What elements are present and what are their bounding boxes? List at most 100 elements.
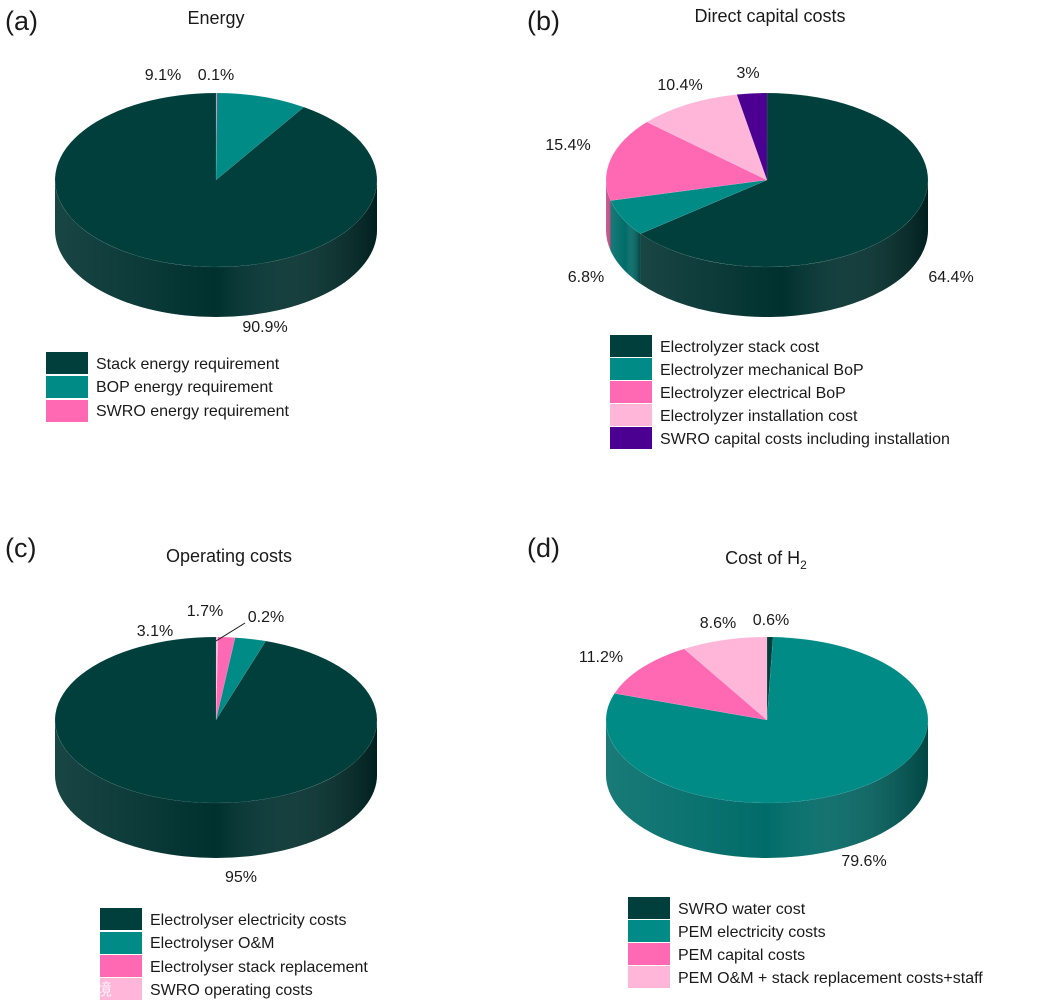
pie-side-walls	[606, 720, 928, 858]
pie-top-faces	[605, 636, 929, 804]
legend-label-installation-cost: Electrolyzer installation cost	[660, 408, 858, 425]
legend-label-mechanical-bop: Electrolyzer mechanical BoP	[660, 362, 864, 379]
slice-label-swro-operating: 0.2%	[248, 609, 284, 626]
watermark: 大数跨境	[25, 980, 112, 999]
panel-c: (c) Operating costs 95% 3.1% 1.7% 0.2% E…	[5, 533, 378, 1000]
pie-a	[54, 92, 378, 317]
legend-label-stack-cost: Electrolyzer stack cost	[660, 339, 820, 356]
panel-d: (d) Cost of H2 79.6% 11.2% 8.6% 0.6% SWR…	[527, 533, 983, 988]
watermark-text: 大数跨境	[48, 980, 112, 999]
legend-swatch-electricity-costs	[100, 908, 142, 930]
pie-top-faces	[605, 92, 929, 268]
slice-label-om: 3.1%	[137, 623, 173, 640]
slice-label-electrical-bop: 15.4%	[545, 137, 590, 154]
legend-c: Electrolyser electricity costs Electroly…	[100, 908, 368, 1000]
pie-slice-swro-capital-costs-including-installation	[736, 92, 768, 181]
legend-swatch-swro-operating	[100, 978, 142, 1000]
slice-label-stack-replacement: 1.7%	[187, 603, 223, 620]
legend-swatch-installation-cost	[610, 404, 652, 426]
slice-label-pem-om: 8.6%	[700, 615, 736, 632]
legend-label-stack-energy: Stack energy requirement	[96, 356, 280, 373]
legend-label-pem-capital: PEM capital costs	[678, 947, 805, 964]
pie-side-shade-electrolyser-electricity-costs	[55, 720, 377, 858]
pie-side-walls	[606, 180, 928, 317]
pie-side-shade-stack-energy-requirement	[55, 180, 377, 317]
panel-label-a: (a)	[5, 6, 38, 36]
pie-side-shade-pem-electricity-costs	[606, 720, 928, 858]
panel-label-c: (c)	[5, 533, 36, 563]
legend-swatch-swro-capital	[610, 427, 652, 449]
slice-label-electricity-costs: 95%	[225, 869, 257, 886]
pie-slice-electrolyser-stack-replacement	[215, 636, 236, 721]
slice-label-mechanical-bop: 6.8%	[568, 269, 604, 286]
pie-slice-electrolyzer-installation-cost	[646, 94, 768, 181]
slice-label-stack-cost: 64.4%	[928, 269, 973, 286]
legend-b: Electrolyzer stack cost Electrolyzer mec…	[610, 335, 950, 449]
legend-label-pem-electricity: PEM electricity costs	[678, 924, 826, 941]
legend-swatch-swro-energy	[46, 400, 88, 422]
chart-title-b: Direct capital costs	[694, 6, 845, 26]
chart-title-d-subscript: 2	[800, 558, 807, 572]
pie-b	[605, 92, 929, 317]
pie-slice-swro-operating-costs	[215, 636, 219, 721]
slice-label-bop-energy: 9.1%	[145, 67, 181, 84]
panel-b: (b) Direct capital costs 64.4% 6.8% 15.4…	[527, 6, 974, 449]
legend-swatch-stack-cost	[610, 335, 652, 357]
chart-title-c: Operating costs	[166, 546, 292, 566]
panel-label-b: (b)	[527, 6, 560, 36]
pie-c	[54, 636, 378, 858]
legend-swatch-om	[100, 932, 142, 954]
legend-swatch-electrical-bop	[610, 381, 652, 403]
slice-label-installation-cost: 10.4%	[657, 77, 702, 94]
legend-swatch-stack-energy	[46, 352, 88, 374]
chart-title-d-main: Cost of H	[725, 548, 800, 568]
legend-d: SWRO water cost PEM electricity costs PE…	[628, 897, 983, 988]
legend-label-swro-capital: SWRO capital costs including installatio…	[660, 431, 950, 448]
leader-line-swro-operating	[215, 622, 246, 642]
legend-label-om: Electrolyser O&M	[150, 935, 274, 952]
pie-side-walls	[55, 720, 377, 858]
pie-slice-electrolyzer-mechanical-bop	[610, 179, 768, 235]
panel-label-d: (d)	[527, 533, 560, 563]
pie-top-faces	[54, 636, 378, 804]
pie-slice-stack-energy-requirement	[54, 92, 378, 268]
pie-slice-pem-o-m-stack-replacement-costs-staff	[683, 636, 768, 721]
legend-swatch-stack-replacement	[100, 955, 142, 977]
legend-label-pem-om: PEM O&M + stack replacement costs+staff	[678, 970, 983, 987]
slice-label-swro-capital: 3%	[736, 65, 759, 82]
pie-side-shade-electrolyzer-stack-cost	[640, 180, 928, 317]
legend-label-swro-energy: SWRO energy requirement	[96, 403, 290, 420]
legend-label-swro-operating: SWRO operating costs	[150, 982, 313, 999]
pie-side-shade-electrolyzer-electrical-bop	[606, 180, 611, 251]
legend-a: Stack energy requirement BOP energy requ…	[46, 352, 290, 422]
legend-swatch-pem-om	[628, 966, 670, 988]
pie-top-faces	[54, 92, 378, 268]
slice-label-swro-energy: 0.1%	[198, 67, 234, 84]
legend-label-stack-replacement: Electrolyser stack replacement	[150, 959, 368, 976]
legend-swatch-mechanical-bop	[610, 358, 652, 380]
legend-label-bop-energy: BOP energy requirement	[96, 379, 273, 396]
slice-label-swro-water: 0.6%	[753, 612, 789, 629]
slice-label-pem-capital: 11.2%	[579, 649, 623, 666]
pie-slice-swro-water-cost	[766, 636, 774, 721]
slice-label-stack-energy: 90.9%	[242, 319, 287, 336]
pie-slice-electrolyzer-electrical-bop	[605, 121, 768, 201]
legend-label-electricity-costs: Electrolyser electricity costs	[150, 912, 347, 929]
legend-swatch-pem-electricity	[628, 920, 670, 942]
pie-slice-electrolyzer-stack-cost	[639, 92, 929, 268]
chart-title-a: Energy	[187, 8, 244, 28]
legend-swatch-bop-energy	[46, 376, 88, 398]
slice-label-pem-electricity: 79.6%	[841, 853, 886, 870]
pie-slice-pem-capital-costs	[614, 648, 768, 721]
legend-label-swro-water: SWRO water cost	[678, 901, 806, 918]
legend-swatch-swro-water	[628, 897, 670, 919]
chart-title-d: Cost of H2	[725, 548, 807, 572]
pie-side-walls	[55, 180, 377, 317]
panel-a: (a) Energy 90.9% 9.1% 0.1% Stack energy …	[5, 6, 378, 422]
pie-slice-electrolyser-o-m	[215, 637, 267, 721]
pie-d	[605, 636, 929, 858]
watermark-logo-icon	[25, 980, 43, 998]
legend-swatch-pem-capital	[628, 943, 670, 965]
pie-slice-electrolyser-electricity-costs	[54, 636, 378, 804]
